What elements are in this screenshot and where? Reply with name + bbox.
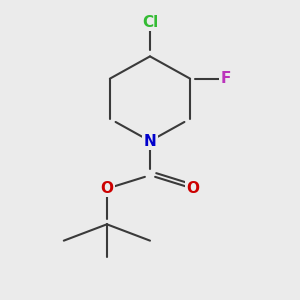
Text: N: N: [144, 134, 156, 148]
Text: O: O: [187, 181, 200, 196]
Text: O: O: [100, 181, 113, 196]
Text: F: F: [220, 71, 231, 86]
Text: Cl: Cl: [142, 15, 158, 30]
